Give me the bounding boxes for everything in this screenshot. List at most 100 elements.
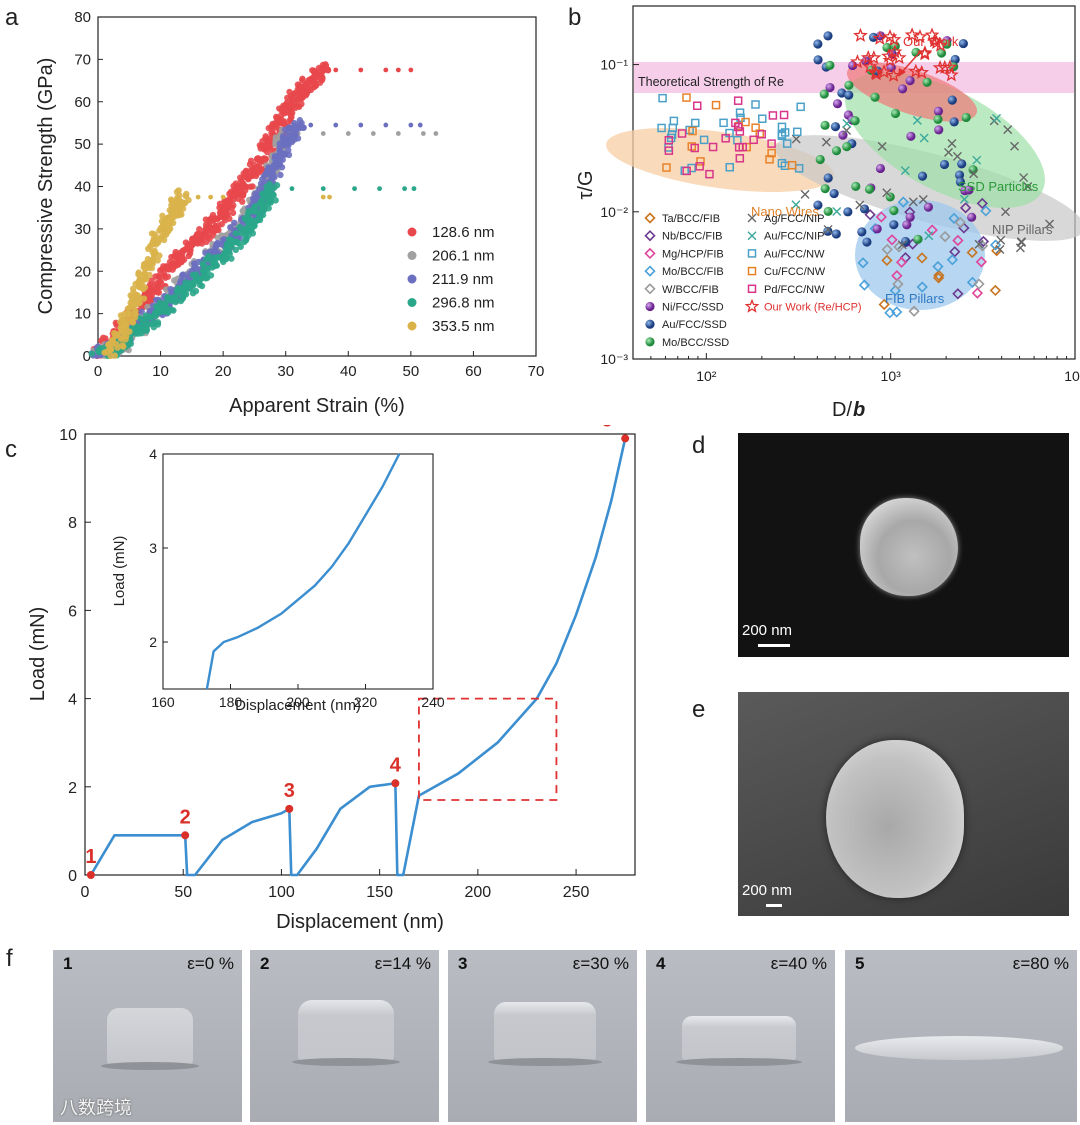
data-point-a	[134, 292, 140, 298]
data-point-a	[139, 323, 145, 329]
frame-index-5: 5	[855, 954, 864, 974]
data-point-b-sphere	[950, 117, 959, 126]
data-point-a	[163, 307, 169, 313]
data-point-a	[141, 295, 147, 301]
data-point-b-sphere	[873, 224, 882, 233]
pillar-shadow-1	[101, 1062, 199, 1070]
data-point-a	[246, 220, 252, 226]
data-point-b-sphere	[934, 107, 943, 116]
plateau-point-a	[290, 186, 295, 191]
legend-marker-a	[408, 298, 417, 307]
x-axis-label-b-bold: b	[853, 399, 865, 421]
plateau-point-a	[383, 68, 388, 73]
data-point-a	[108, 346, 114, 352]
plateau-point-a	[402, 186, 407, 191]
data-point-b-sphere	[832, 229, 841, 238]
plateau-point-a	[321, 186, 326, 191]
legend-label-b: Mg/HCP/FIB	[662, 248, 724, 260]
data-point-a	[282, 138, 288, 144]
frame-strain-3: ε=30 %	[573, 954, 629, 974]
data-point-a	[228, 255, 234, 261]
y-tick-label-c: 10	[59, 427, 77, 444]
x-tick-label-b: 10⁴	[1064, 368, 1080, 384]
frame-strain-1: ε=0 %	[187, 954, 234, 974]
x-axis-label-c: Displacement (nm)	[276, 911, 444, 933]
data-point-b-sphere	[902, 220, 911, 229]
frame-index-2: 2	[260, 954, 269, 974]
data-point-b-sphere	[891, 109, 900, 118]
data-point-a	[201, 272, 207, 278]
x-tick-label-a: 30	[277, 363, 294, 380]
data-point-a	[260, 156, 266, 162]
inset-y-tick-label: 3	[149, 540, 157, 556]
data-point-b-sphere	[934, 125, 943, 134]
legend-label-b: Au/FCC/NIP	[764, 231, 825, 243]
scale-bar-e	[766, 904, 782, 907]
y-axis-label-a: Compressive Strength (GPa)	[35, 58, 57, 315]
data-point-a	[223, 201, 229, 207]
data-point-a	[242, 233, 248, 239]
scale-bar-label-d: 200 nm	[742, 622, 792, 639]
annotation-fib-pillars: FIB Pillars	[885, 291, 945, 306]
data-point-b-sphere	[862, 237, 871, 246]
x-tick-label-c: 0	[81, 884, 90, 901]
data-point-a	[167, 259, 173, 265]
data-point-a	[244, 172, 250, 178]
legend-marker-b	[645, 302, 654, 311]
inset-y-tick-label: 2	[149, 634, 157, 650]
data-point-a	[254, 155, 260, 161]
data-point-b-sphere	[824, 207, 833, 216]
data-point-b-sphere	[870, 93, 879, 102]
legend-label-b: Au/FCC/NW	[764, 248, 825, 260]
data-point-a	[252, 207, 258, 213]
y-tick-label-a: 40	[74, 179, 91, 196]
y-tick-label-c: 2	[68, 780, 77, 797]
data-point-a	[181, 288, 187, 294]
legend-label-b: Ag/FCC/NIP	[764, 213, 825, 225]
data-point-b-sphere	[821, 184, 830, 193]
data-point-b-sphere	[967, 213, 976, 222]
chart-c: c 0501001502002500246810 12345 160180200…	[0, 425, 690, 945]
data-point-a	[297, 117, 303, 123]
y-tick-label-c: 8	[68, 515, 77, 532]
plateau-point-a	[433, 131, 438, 136]
legend-label-b: Au/FCC/SSD	[662, 319, 727, 331]
y-tick-label-a: 30	[74, 221, 91, 238]
x-tick-label-b: 10²	[696, 368, 717, 384]
data-point-b-sphere	[857, 227, 866, 236]
data-point-a	[177, 198, 183, 204]
pillar-shadow-2	[292, 1058, 400, 1066]
data-point-b-sphere	[820, 89, 829, 98]
data-point-a	[278, 116, 284, 122]
data-point-b-sphere	[940, 160, 949, 169]
data-point-a	[128, 341, 134, 347]
x-tick-label-c: 250	[563, 884, 590, 901]
legend-label-a: 353.5 nm	[432, 318, 495, 335]
data-point-b-sphere	[813, 39, 822, 48]
data-point-a	[183, 191, 189, 197]
data-point-a	[155, 319, 161, 325]
scale-bar-d	[758, 644, 790, 647]
y-tick-label-c: 4	[68, 692, 77, 709]
data-point-a	[142, 284, 148, 290]
data-point-b-sphere	[831, 122, 840, 131]
data-point-a	[159, 224, 165, 230]
marker-label-1: 1	[85, 846, 96, 868]
data-point-a	[256, 214, 262, 220]
data-point-a	[231, 220, 237, 226]
sem-frame-2: 2 ε=14 %	[250, 950, 439, 1122]
legend-label-b: Ta/BCC/FIB	[662, 213, 720, 225]
legend-item-b: Our Work (Re/HCP)	[746, 301, 861, 314]
data-point-b-sphere	[962, 113, 971, 122]
data-point-a	[155, 307, 161, 313]
data-point-b-sphere	[923, 78, 932, 87]
plateau-point-a	[321, 131, 326, 136]
y-tick-label-c: 0	[68, 868, 77, 885]
panel-label-a: a	[5, 4, 19, 31]
x-axis-label-a: Apparent Strain (%)	[229, 395, 405, 417]
data-point-a	[206, 225, 212, 231]
data-point-b-sphere	[843, 207, 852, 216]
data-point-a	[229, 237, 235, 243]
data-point-b-sphere	[832, 146, 841, 155]
data-point-b-sphere	[851, 116, 860, 125]
